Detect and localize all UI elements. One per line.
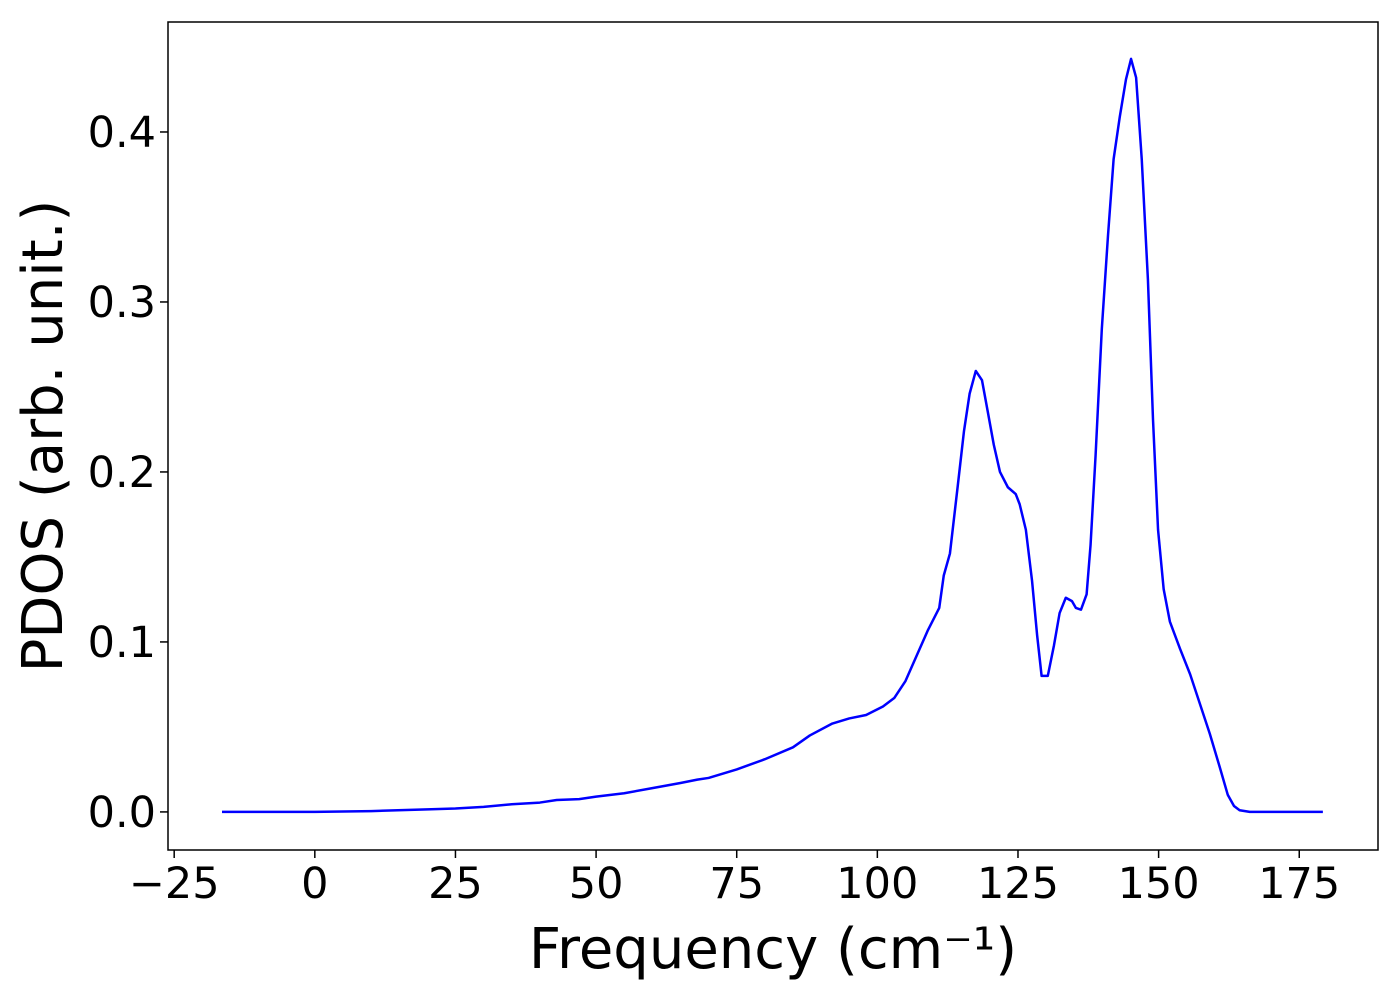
y-tick-label: 0.1 — [88, 618, 156, 668]
y-tick-label: 0.4 — [88, 108, 156, 158]
y-tick-label: 0.0 — [88, 788, 156, 838]
pdos-line — [222, 57, 1323, 814]
x-tick-label: 0 — [301, 859, 328, 909]
y-axis-label: PDOS (arb. unit.) — [11, 200, 76, 673]
x-tick-label: 125 — [977, 859, 1059, 909]
y-tick-label: 0.2 — [88, 448, 156, 498]
x-tick-label: 150 — [1118, 859, 1200, 909]
plot-frame — [167, 21, 1379, 851]
x-tick-label: −25 — [129, 859, 220, 909]
x-tick-label: 50 — [569, 859, 624, 909]
x-tick-label: 75 — [709, 859, 764, 909]
x-tick-label: 175 — [1258, 859, 1340, 909]
y-tick-label: 0.3 — [88, 278, 156, 328]
x-tick-label: 25 — [428, 859, 483, 909]
x-axis-label: Frequency (cm⁻¹) — [529, 917, 1017, 982]
x-tick-label: 100 — [836, 859, 918, 909]
